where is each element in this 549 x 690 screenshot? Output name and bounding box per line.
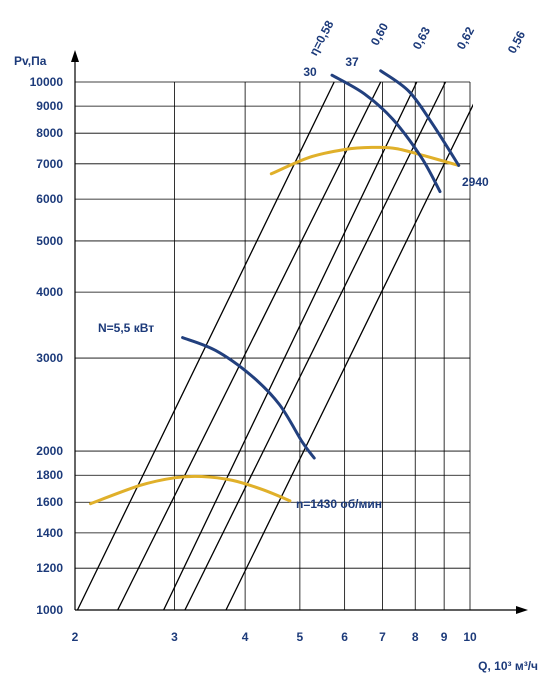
efficiency-line-2 (163, 81, 418, 610)
y-tick-label-3000: 3000 (36, 351, 63, 365)
x-tick-label-10: 10 (463, 630, 477, 644)
pressure-curve-1 (269, 145, 461, 176)
axes: Pv,Па Q, 10³ м³/ч (14, 50, 538, 673)
x-axis-arrow (516, 606, 528, 614)
x-tick-label-4: 4 (242, 630, 249, 644)
power-label-0: N=5,5 кВт (98, 321, 154, 335)
efficiency-label-2: 0,63 (410, 24, 433, 51)
y-tick-label-5000: 5000 (36, 234, 63, 248)
efficiency-label-3: 0,62 (454, 24, 477, 51)
efficiency-line-3 (184, 81, 447, 610)
curve-labels: η=0,58 0,60 0,63 0,62 0,56 n=1430 об/мин 2940 N… (98, 18, 528, 511)
y-tick-label-6000: 6000 (36, 192, 63, 206)
y-tick-label-9000: 9000 (36, 99, 63, 113)
power-label-1: 30 (303, 65, 317, 79)
efficiency-label-0: η=0,58 (306, 18, 336, 58)
y-tick-label-10000: 10000 (30, 75, 64, 89)
efficiency-label-1: 0,60 (368, 20, 391, 47)
power-curve-0 (181, 336, 316, 460)
efficiency-line-1 (117, 81, 382, 610)
y-tick-label-8000: 8000 (36, 126, 63, 140)
power-curve-1 (330, 73, 442, 194)
speed-label-0: n=1430 об/мин (296, 497, 382, 511)
y-tick-label-1600: 1600 (36, 495, 63, 509)
x-tick-label-2: 2 (72, 630, 79, 644)
y-tick-label-2000: 2000 (36, 444, 63, 458)
x-axis-title: Q, 10³ м³/ч (478, 659, 538, 673)
y-axis-title: Pv,Па (14, 54, 47, 68)
y-tick-label-1800: 1800 (36, 468, 63, 482)
y-tick-label-1200: 1200 (36, 561, 63, 575)
x-tick-label-9: 9 (441, 630, 448, 644)
x-tick-label-8: 8 (412, 630, 419, 644)
y-axis-arrow (71, 50, 79, 62)
x-tick-label-5: 5 (297, 630, 304, 644)
y-tick-label-1000: 1000 (36, 603, 63, 617)
power-label-2: 37 (345, 55, 359, 69)
performance-curves (89, 69, 461, 506)
x-tick-label-7: 7 (379, 630, 386, 644)
speed-label-1: 2940 (462, 175, 489, 189)
y-tick-label-7000: 7000 (36, 157, 63, 171)
efficiency-line-4 (225, 103, 473, 610)
grid (75, 81, 471, 610)
x-tick-label-3: 3 (171, 630, 178, 644)
x-tick-label-6: 6 (341, 630, 348, 644)
efficiency-label-4: 0,56 (505, 28, 528, 55)
y-tick-label-1400: 1400 (36, 526, 63, 540)
pressure-curve-0 (89, 474, 292, 506)
y-tick-label-4000: 4000 (36, 285, 63, 299)
power-curve-2 (379, 69, 461, 167)
tick-labels: 2 3 4 5 6 7 8 9 10 1000 1200 1400 1600 1800 2000 3000 40… (30, 75, 477, 644)
